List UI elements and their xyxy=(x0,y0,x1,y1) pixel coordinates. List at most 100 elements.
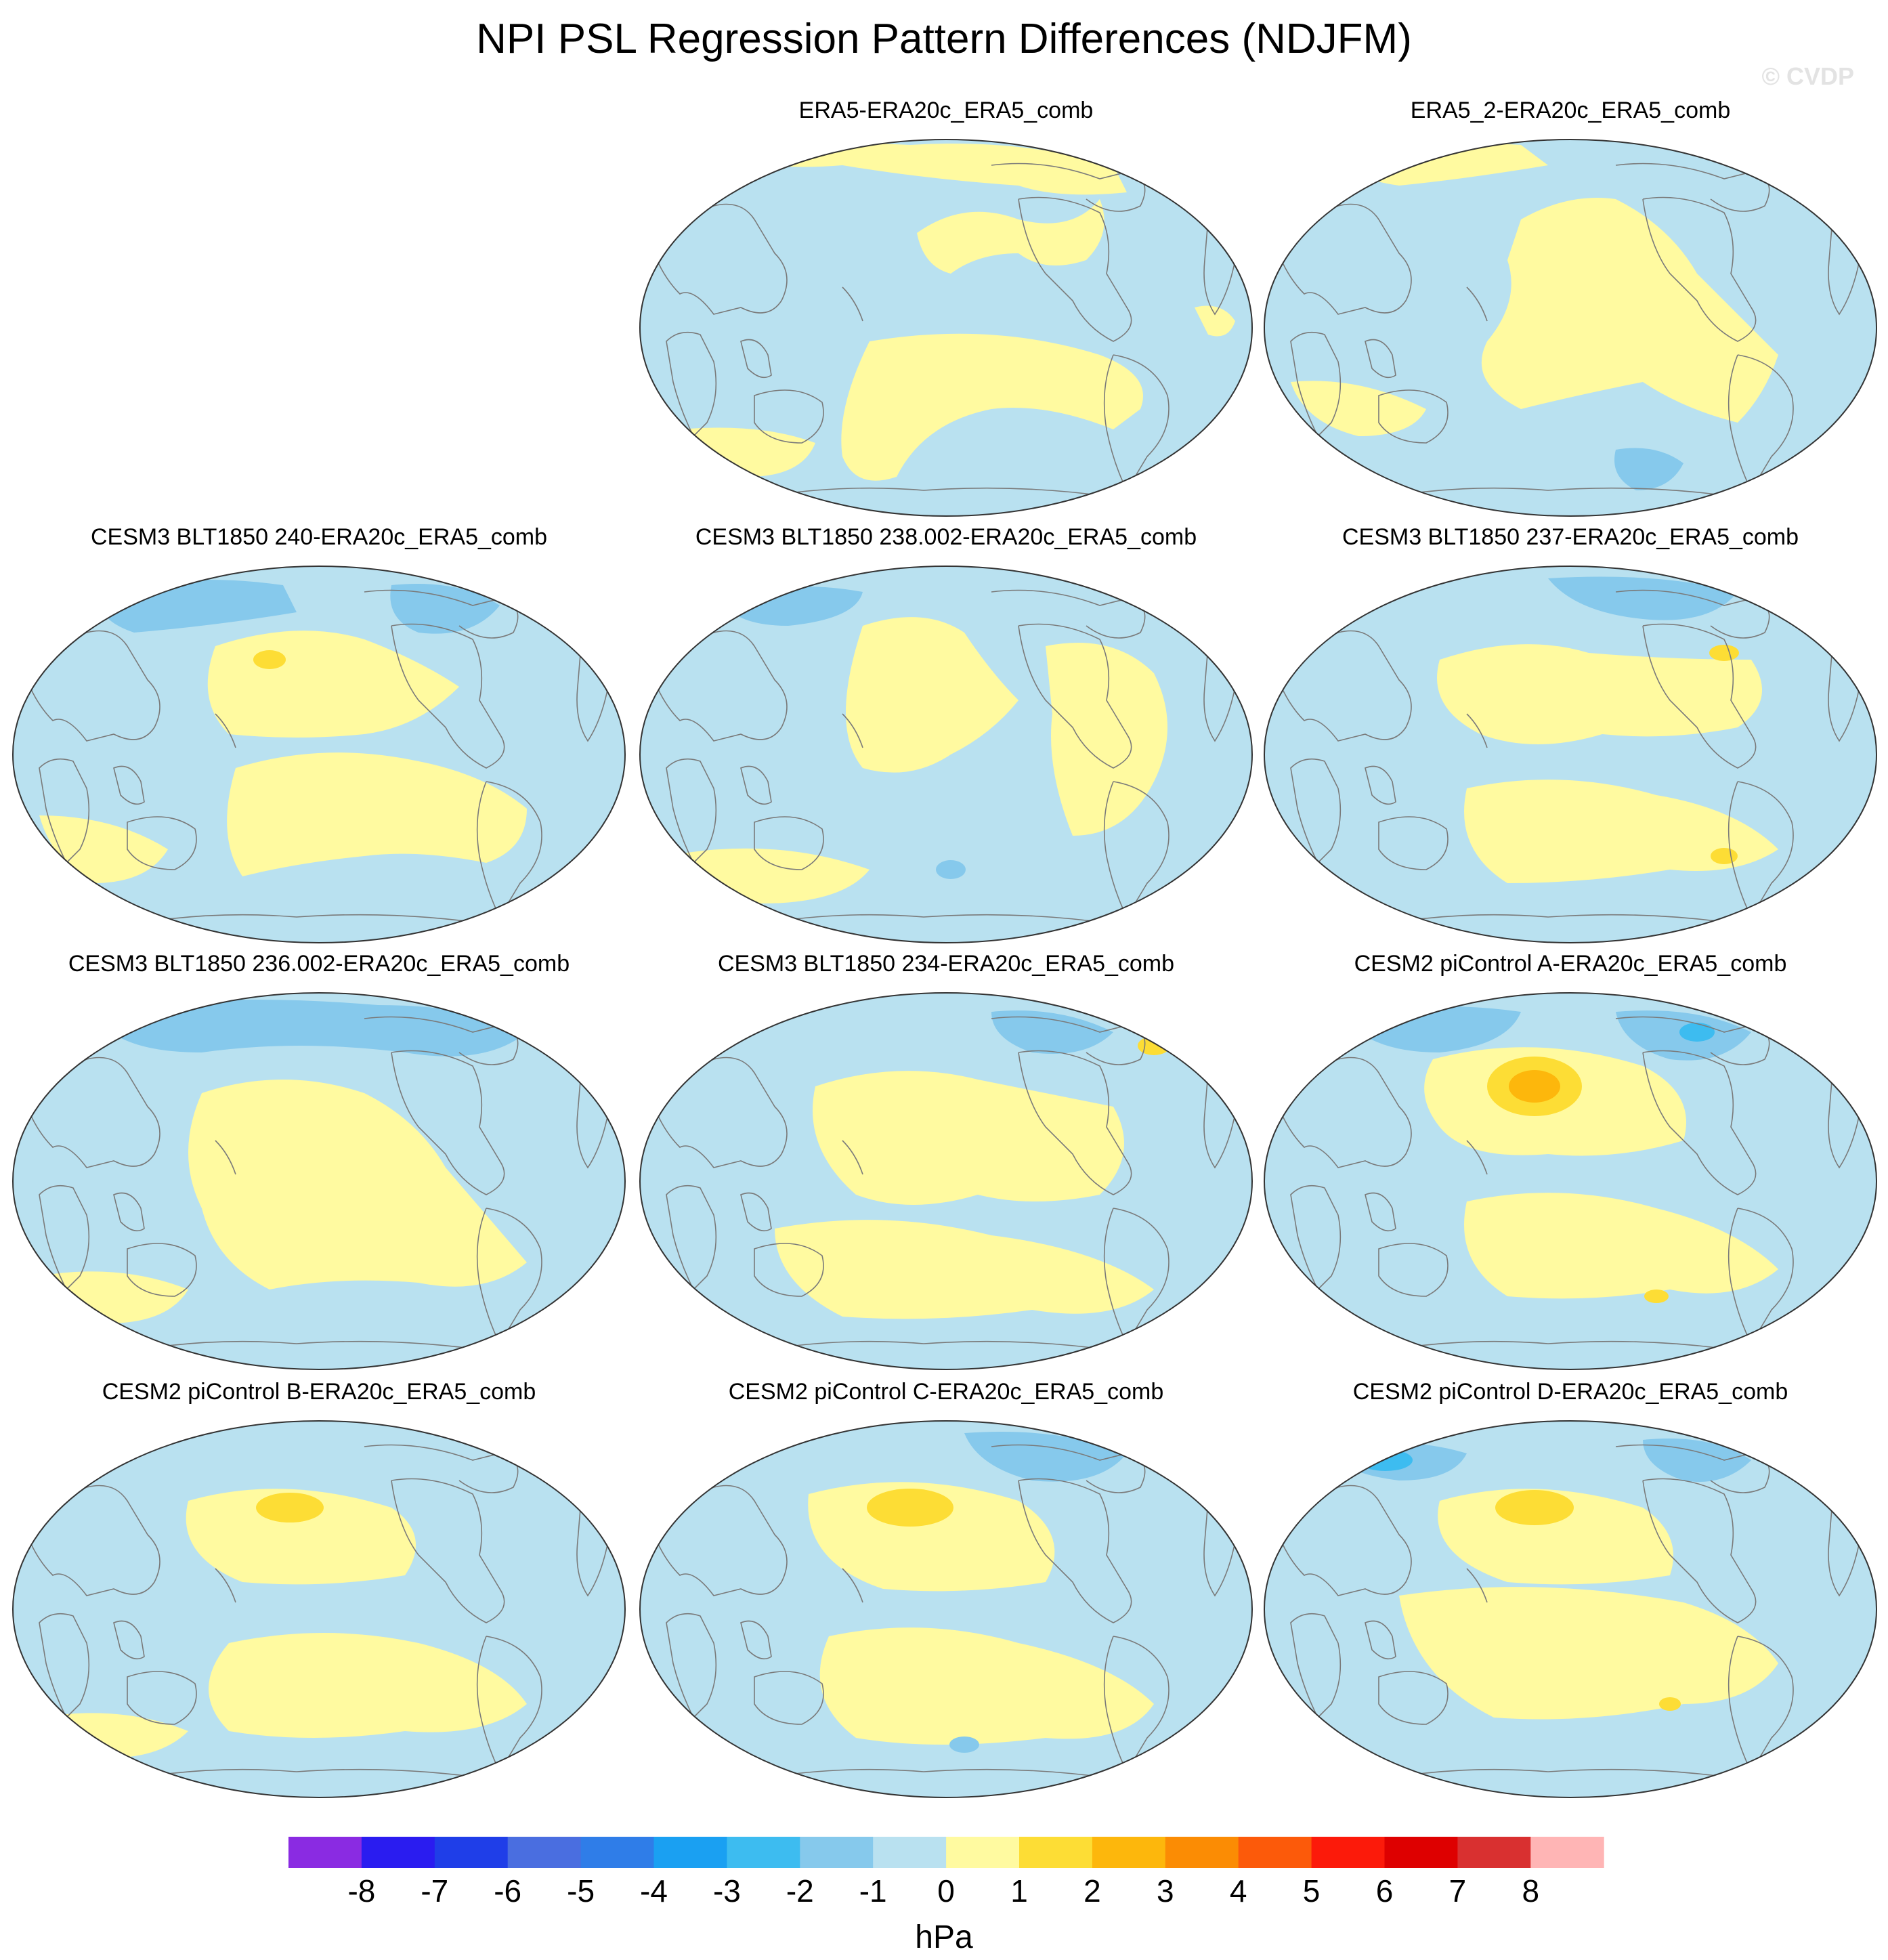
coastline-4 xyxy=(842,1140,863,1175)
coastline-9 xyxy=(1385,1340,1738,1351)
map-border xyxy=(1264,1420,1877,1798)
coastline-1 xyxy=(1290,1613,1342,1719)
contour-region xyxy=(1195,305,1235,337)
map-panel: CESM3 BLT1850 240-ERA20c_ERA5_comb xyxy=(12,521,626,943)
colorbar-swatch xyxy=(361,1837,435,1868)
colorbar-swatch xyxy=(580,1837,654,1868)
coastline-6 xyxy=(1103,354,1170,492)
contour-region xyxy=(1046,643,1167,836)
colorbar-tick-label: -1 xyxy=(859,1873,887,1909)
colorbar-tick-label: 7 xyxy=(1449,1873,1467,1909)
map-panel: CESM3 BLT1850 234-ERA20c_ERA5_comb xyxy=(639,948,1253,1370)
map-panel: CESM3 BLT1850 238.002-ERA20c_ERA5_comb xyxy=(639,521,1253,943)
coastline-6 xyxy=(1728,781,1794,918)
map-plot xyxy=(639,566,1253,943)
coastline-5 xyxy=(1018,1050,1132,1195)
colorbar-tick-label: 8 xyxy=(1522,1873,1540,1909)
colorbar-tick-label: -3 xyxy=(713,1873,741,1909)
map-border xyxy=(12,566,626,943)
coastline-9 xyxy=(133,1768,487,1779)
map-plot xyxy=(639,1420,1253,1798)
coastline-1 xyxy=(666,1613,717,1719)
contour-region xyxy=(841,333,1143,481)
coastline-2 xyxy=(113,1620,145,1660)
coastline-3 xyxy=(127,1671,197,1725)
coastline-6 xyxy=(476,1208,542,1345)
map-border xyxy=(639,1420,1253,1798)
contour-region xyxy=(1711,848,1738,864)
colorbar-tick-label: 5 xyxy=(1303,1873,1321,1909)
colorbar-tick-label: -2 xyxy=(786,1873,814,1909)
map-panel: CESM3 BLT1850 237-ERA20c_ERA5_comb xyxy=(1264,521,1877,943)
colorbar-tick-label: -8 xyxy=(347,1873,375,1909)
contour-region xyxy=(867,1489,953,1527)
contour-region xyxy=(813,1071,1124,1205)
contour-region xyxy=(1679,1023,1715,1042)
coastline-2 xyxy=(740,1620,772,1660)
coastline-4 xyxy=(842,286,863,322)
colorbar-boxes xyxy=(288,1837,1604,1868)
panel-title: CESM2 piControl C-ERA20c_ERA5_comb xyxy=(728,1379,1164,1405)
contour-region xyxy=(1495,1490,1574,1525)
map-plot xyxy=(12,566,626,943)
map-contours xyxy=(13,993,625,1369)
background-field xyxy=(1264,993,1876,1369)
contour-region xyxy=(1438,1489,1673,1585)
colorbar-swatch xyxy=(1530,1837,1604,1868)
coastline-6 xyxy=(1103,1636,1170,1773)
coastline-2 xyxy=(740,339,772,379)
colorbar-tick-label: 2 xyxy=(1084,1873,1101,1909)
coastline-5 xyxy=(1018,623,1132,769)
contour-region xyxy=(93,1000,527,1057)
coastline-1 xyxy=(39,1185,90,1291)
coastline-4 xyxy=(842,713,863,748)
map-plot xyxy=(1264,566,1877,943)
contour-region xyxy=(949,1737,979,1753)
coastline-5 xyxy=(1642,196,1757,342)
contour-region xyxy=(1138,1036,1170,1055)
map-border xyxy=(639,992,1253,1370)
coastline-2 xyxy=(740,1192,772,1232)
map-border xyxy=(639,566,1253,943)
coastline-1 xyxy=(1290,1185,1342,1291)
coastline-3 xyxy=(754,816,824,870)
colorbar-unit-label: hPa xyxy=(915,1919,973,1955)
map-panel: CESM2 piControl D-ERA20c_ERA5_comb xyxy=(1264,1376,1877,1798)
contour-region xyxy=(188,1080,527,1290)
map-border xyxy=(1264,992,1877,1370)
coastline-1 xyxy=(666,331,717,438)
colorbar-swatch xyxy=(1457,1837,1531,1868)
coastline-5 xyxy=(1018,1478,1132,1623)
map-plot xyxy=(639,992,1253,1370)
coastline-9 xyxy=(1385,1768,1738,1779)
contour-region xyxy=(1659,1697,1681,1711)
colorbar-tick-label: 4 xyxy=(1230,1873,1247,1909)
map-border xyxy=(12,1420,626,1798)
contour-region xyxy=(186,1489,416,1585)
coastline-5 xyxy=(1642,1478,1757,1623)
colorbar-swatch xyxy=(727,1837,800,1868)
map-plot xyxy=(639,139,1253,517)
contour-region xyxy=(1464,1193,1778,1299)
map-plot xyxy=(12,1420,626,1798)
coastline-4 xyxy=(215,1568,236,1603)
map-contours xyxy=(13,1421,625,1797)
contour-region xyxy=(1614,448,1683,490)
coastline-9 xyxy=(760,487,1114,498)
map-panel: ERA5_2-ERA20c_ERA5_comb xyxy=(1264,95,1877,517)
colorbar-tick-label: -4 xyxy=(640,1873,668,1909)
map-border xyxy=(639,139,1253,517)
colorbar-swatch xyxy=(946,1837,1020,1868)
contour-region xyxy=(1548,576,1738,620)
coastline-6 xyxy=(1103,1208,1170,1345)
colorbar-swatch xyxy=(800,1837,874,1868)
coastline-4 xyxy=(842,1568,863,1603)
coastline-3 xyxy=(1378,1243,1449,1297)
coastline-3 xyxy=(754,1671,824,1725)
colorbar-tick-labels: -8 -7 -6 -5 -4 -3 -2 -1 0 1 2 3 4 5 6 7 8 xyxy=(347,1873,1539,1909)
coastline-9 xyxy=(760,1768,1114,1779)
map-plot xyxy=(12,992,626,1370)
panel-title: ERA5-ERA20c_ERA5_comb xyxy=(798,98,1094,123)
panel-title: CESM3 BLT1850 238.002-ERA20c_ERA5_comb xyxy=(695,524,1197,550)
coastline-1 xyxy=(1290,331,1342,438)
